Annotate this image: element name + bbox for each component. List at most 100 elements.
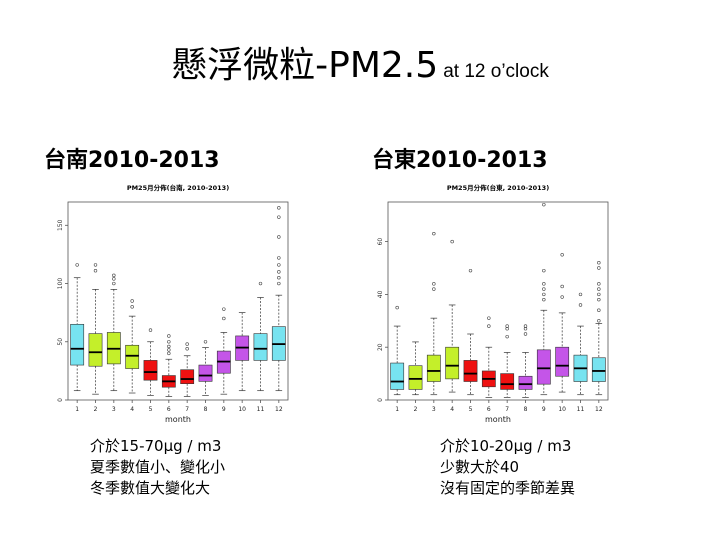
- x-tick-label: 7: [505, 406, 509, 413]
- y-tick-label: 40: [377, 290, 384, 298]
- outlier-point: [542, 268, 546, 273]
- outlier-point: [167, 344, 171, 349]
- x-tick-label: 10: [238, 406, 246, 413]
- x-tick-label: 12: [275, 406, 283, 413]
- box-month-9: [536, 349, 551, 385]
- chart-title: PM25月分佈(台南, 2010-2013): [127, 183, 229, 192]
- outlier-point: [277, 276, 281, 280]
- x-tick-label: 11: [257, 406, 265, 413]
- outlier-point: [432, 282, 436, 286]
- outlier-point: [597, 261, 601, 265]
- outlier-point: [75, 263, 79, 267]
- box-month-4: [125, 344, 140, 369]
- outlier-point: [277, 281, 281, 286]
- box-month-2: [408, 365, 423, 390]
- x-tick-label: 10: [558, 406, 566, 413]
- x-tick-label: 8: [524, 406, 528, 413]
- x-tick-label: 2: [94, 406, 98, 413]
- outlier-point: [277, 263, 281, 267]
- outlier-point: [130, 305, 134, 309]
- outlier-point: [505, 334, 509, 339]
- y-tick-label: 60: [377, 238, 384, 246]
- note-line: 夏季數值小、變化小: [90, 458, 226, 476]
- x-tick-label: 12: [595, 406, 603, 413]
- slide-title-main: 懸浮微粒-PM2.5: [171, 45, 439, 86]
- outlier-point: [167, 348, 171, 352]
- outlier-point: [222, 316, 226, 321]
- outlier-point: [450, 239, 454, 244]
- outlier-point: [130, 299, 134, 303]
- outlier-point: [597, 282, 601, 286]
- y-tick-label: 100: [57, 278, 64, 290]
- outlier-point: [167, 351, 171, 356]
- outlier-point: [542, 297, 546, 302]
- box-month-2: [88, 333, 103, 367]
- box-month-1: [70, 323, 85, 366]
- outlier-point: [185, 342, 189, 346]
- note-line: 冬季數值大變化大: [90, 479, 211, 497]
- outlier-point: [277, 206, 281, 210]
- box-month-5: [143, 360, 158, 381]
- outlier-point: [523, 324, 528, 328]
- box-month-4: [445, 346, 460, 380]
- outlier-point: [542, 292, 546, 297]
- outlier-point: [597, 287, 601, 291]
- x-axis-label: month: [165, 415, 191, 424]
- boxplot-taitung: PM25月分佈(台東, 2010-2013) 0 20 40 60 1 2 3 4 5 6 7 8 9 10…: [370, 180, 620, 430]
- outlier-point: [542, 202, 546, 207]
- x-tick-label: 3: [112, 406, 116, 413]
- box-month-11: [253, 333, 268, 361]
- outlier-point: [597, 319, 601, 323]
- slide-title-sub: at 12 o’clock: [443, 61, 549, 82]
- y-tick-label: 0: [57, 398, 64, 402]
- outlier-point: [468, 268, 473, 273]
- box-month-8: [518, 375, 533, 390]
- x-tick-label: 5: [469, 406, 473, 413]
- outlier-point: [167, 334, 171, 338]
- x-tick-label: 6: [487, 406, 491, 413]
- outlier-point: [277, 256, 281, 260]
- slide-title: 懸浮微粒-PM2.5 at 12 o’clock: [0, 36, 720, 88]
- outlier-point: [597, 266, 601, 270]
- outlier-point: [560, 284, 564, 289]
- outlier-point: [93, 269, 98, 273]
- outlier-point: [597, 297, 601, 302]
- outlier-point: [222, 307, 226, 311]
- outlier-point: [277, 215, 281, 219]
- notes-tainan: 介於15-70μg / m3 夏季數值小、變化小 冬季數值大變化大: [90, 436, 225, 499]
- outlier-point: [560, 295, 564, 299]
- outlier-point: [578, 292, 583, 297]
- x-tick-label: 2: [414, 406, 418, 413]
- outlier-point: [277, 270, 281, 274]
- note-line: 沒有固定的季節差異: [440, 479, 576, 497]
- outlier-point: [487, 316, 491, 320]
- chart-title: PM25月分佈(台東, 2010-2013): [447, 183, 549, 192]
- outlier-point: [167, 340, 171, 344]
- boxplot-tainan: PM25月分佈(台南, 2010-2013) 0 50 100 150 1 2 3 4 5 6 7 8 9…: [50, 180, 300, 430]
- outlier-point: [505, 324, 509, 328]
- outlier-point: [395, 305, 399, 310]
- y-tick-label: 150: [57, 219, 64, 231]
- x-tick-label: 1: [75, 406, 79, 413]
- outlier-point: [523, 332, 528, 336]
- outlier-point: [542, 282, 546, 286]
- x-tick-label: 9: [542, 406, 546, 413]
- note-line: 介於15-70μg / m3: [90, 437, 222, 455]
- outlier-point: [597, 308, 601, 312]
- outlier-point: [185, 347, 189, 351]
- x-tick-label: 8: [204, 406, 208, 413]
- heading-tainan: 台南2010-2013: [44, 148, 220, 173]
- plot-frame: [67, 201, 289, 401]
- x-tick-label: 7: [185, 406, 189, 413]
- x-tick-label: 9: [222, 406, 226, 413]
- box-month-7: [180, 369, 195, 384]
- x-axis-label: month: [485, 415, 511, 424]
- outlier-point: [258, 281, 263, 286]
- notes-taitung: 介於10-20μg / m3 少數大於40 沒有固定的季節差異: [440, 436, 575, 499]
- box-month-5: [463, 360, 478, 382]
- box-month-7: [500, 373, 515, 390]
- outlier-point: [578, 303, 583, 307]
- y-tick-label: 0: [377, 398, 384, 402]
